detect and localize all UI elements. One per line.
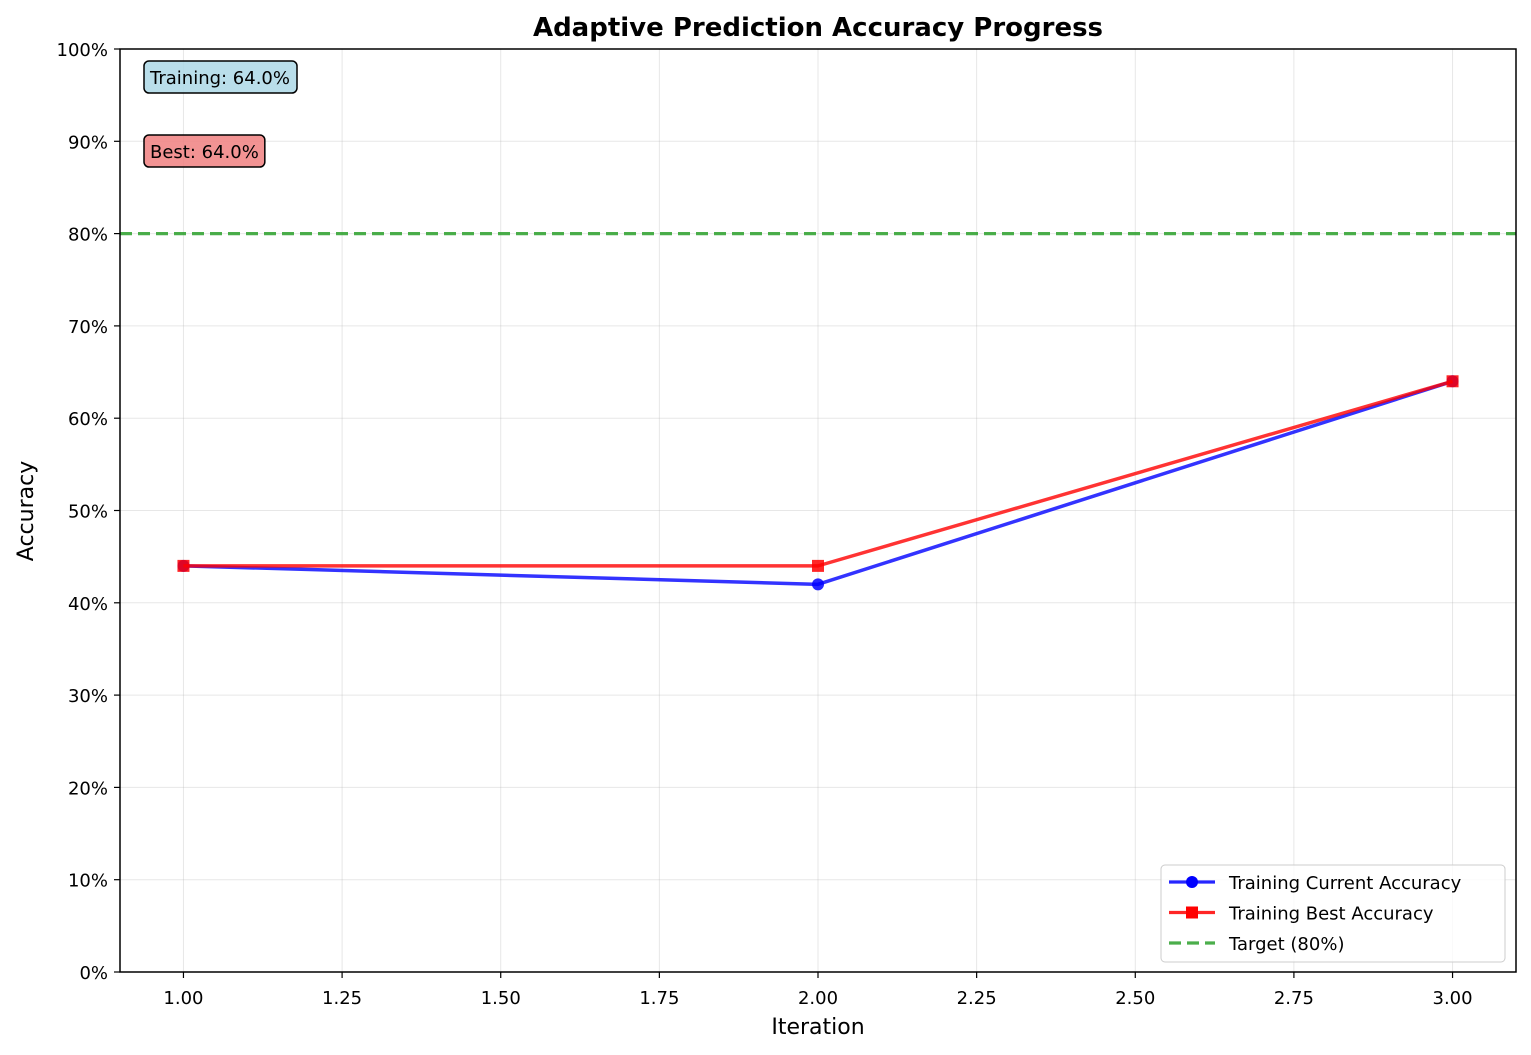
y-tick-label: 100% bbox=[57, 40, 108, 61]
y-tick-label: 90% bbox=[68, 132, 108, 153]
legend-label: Training Current Accuracy bbox=[1228, 873, 1462, 894]
y-tick-label: 30% bbox=[68, 686, 108, 707]
annotation-text: Best: 64.0% bbox=[150, 142, 259, 163]
x-axis-label: Iteration bbox=[771, 1015, 864, 1040]
y-tick-label: 10% bbox=[68, 871, 108, 892]
data-point-square bbox=[177, 559, 190, 572]
legend-box bbox=[1160, 864, 1506, 963]
y-tick-label: 60% bbox=[68, 409, 108, 430]
x-tick-label: 1.50 bbox=[481, 988, 521, 1009]
x-tick-label: 2.00 bbox=[798, 988, 838, 1009]
data-point-square bbox=[812, 559, 824, 572]
data-point-square bbox=[1446, 375, 1459, 388]
x-tick-label: 1.25 bbox=[322, 988, 362, 1009]
legend-label: Training Best Accuracy bbox=[1228, 904, 1434, 925]
x-tick-label: 2.50 bbox=[1115, 988, 1155, 1009]
y-tick-label: 0% bbox=[79, 963, 108, 984]
y-tick-label: 50% bbox=[68, 502, 108, 523]
x-axis: 1.00 1.25 1.50 1.75 2.00 2.25 2.50 2.75 3.00 bbox=[163, 972, 1473, 1009]
data-point-circle bbox=[812, 578, 824, 591]
annotations: Training: 64.0% Best: 64.0% bbox=[143, 60, 298, 168]
x-tick-label: 3.00 bbox=[1433, 988, 1473, 1009]
x-tick-label: 1.00 bbox=[163, 988, 203, 1009]
chart-title: Adaptive Prediction Accuracy Progress bbox=[533, 13, 1103, 43]
y-axis: 0% 10% 20% 30% 40% 50% 60% 70% 80% 90% 100% bbox=[57, 40, 120, 984]
y-tick-label: 20% bbox=[68, 778, 108, 799]
annotation-box: Training: 64.0% bbox=[143, 60, 298, 94]
y-tick-label: 40% bbox=[68, 594, 108, 615]
annotation-background bbox=[143, 60, 298, 94]
x-tick-label: 2.25 bbox=[957, 988, 997, 1009]
y-tick-label: 80% bbox=[68, 225, 108, 246]
x-tick-label: 1.75 bbox=[639, 988, 679, 1009]
legend: Training Current Accuracy Training Best A… bbox=[1160, 864, 1506, 963]
annotation-text: Training: 64.0% bbox=[149, 68, 290, 89]
grid bbox=[120, 48, 1516, 973]
legend-marker-circle bbox=[1186, 876, 1198, 888]
y-axis-label: Accuracy bbox=[14, 461, 39, 561]
annotation-background bbox=[143, 134, 266, 168]
legend-label: Target (80%) bbox=[1228, 934, 1344, 955]
annotation-box: Best: 64.0% bbox=[143, 134, 266, 168]
series-group bbox=[177, 375, 1459, 591]
y-tick-label: 70% bbox=[68, 317, 108, 338]
x-tick-label: 2.75 bbox=[1274, 988, 1314, 1009]
legend-marker-square bbox=[1186, 906, 1198, 919]
